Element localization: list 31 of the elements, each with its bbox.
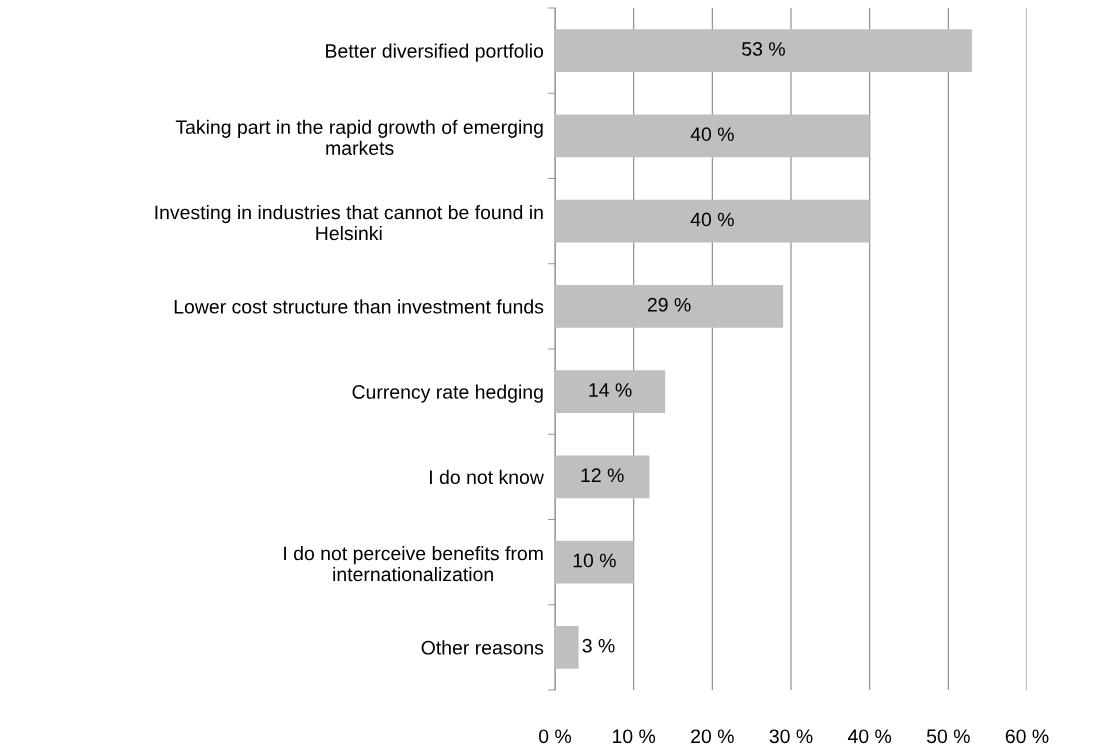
- x-tick-label: 10 %: [612, 729, 656, 744]
- bar: [555, 199, 870, 243]
- y-tick-label: Better diversified portfolio: [326, 43, 544, 62]
- y-tick-label: Investing in industries that cannot be found in Helsinki: [155, 205, 543, 241]
- y-tick-label: Currency rate hedging: [352, 384, 543, 403]
- data-label: 14 %: [589, 383, 632, 397]
- y-tick-label: Other reasons: [421, 640, 544, 655]
- data-label: 29 %: [647, 297, 691, 312]
- bar: [555, 455, 650, 499]
- y-tick-label: Taking part in the rapid growth of emerging markets: [175, 119, 543, 155]
- y-tick-label: Lower cost structure than investment funds: [174, 299, 544, 314]
- data-label: 10 %: [573, 553, 616, 568]
- bar: [555, 114, 870, 158]
- data-label: 3 %: [582, 638, 615, 653]
- x-tick-label: 50 %: [926, 729, 970, 744]
- data-label: 12 %: [581, 468, 624, 483]
- x-tick-label: 60 %: [1005, 729, 1049, 744]
- bar: [555, 285, 784, 328]
- x-tick-label: 0 %: [539, 729, 572, 744]
- y-tick-label: I do not perceive benefits from internationalization: [284, 546, 543, 582]
- bar: [555, 540, 634, 584]
- x-tick-label: 30 %: [769, 729, 813, 744]
- bar: [555, 370, 666, 413]
- bar: [555, 626, 579, 669]
- bar: [555, 29, 972, 72]
- data-label: 40 %: [690, 127, 734, 142]
- x-tick-label: 40 %: [847, 729, 892, 744]
- y-tick-label: I do not know: [430, 469, 544, 485]
- data-label: 40 %: [690, 212, 734, 227]
- data-label: 53 %: [742, 42, 785, 56]
- x-tick-label: 20 %: [691, 729, 734, 744]
